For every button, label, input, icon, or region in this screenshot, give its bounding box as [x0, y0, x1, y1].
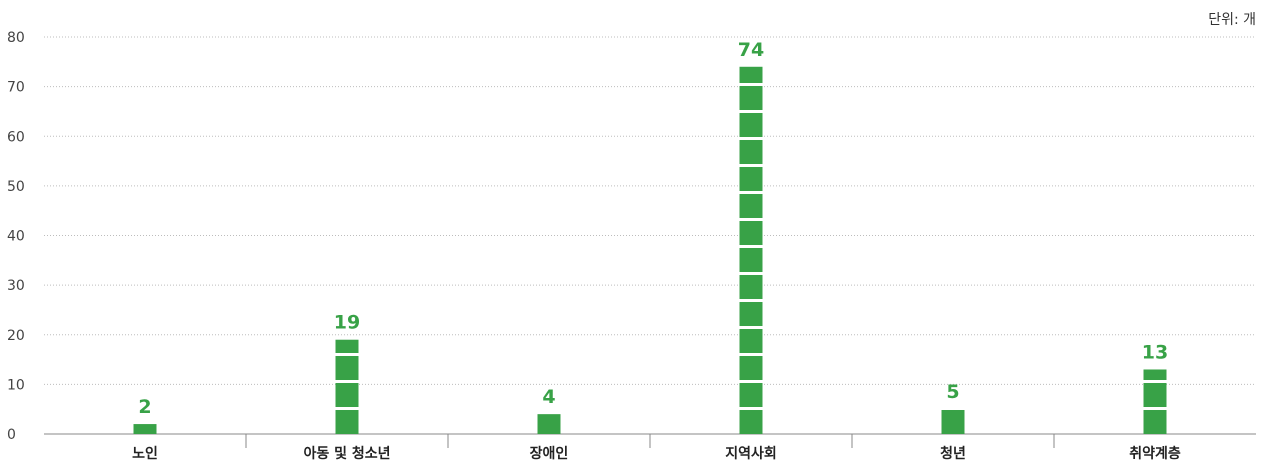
value-label-3: 4 [542, 386, 555, 408]
y-tick-label: 80 [7, 30, 25, 46]
bar-6 [1143, 369, 1167, 434]
bar-segment [537, 414, 561, 434]
bar-segment [1143, 369, 1167, 380]
bar-segment [739, 221, 763, 245]
x-axis [44, 433, 1256, 448]
y-tick-label: 20 [7, 328, 25, 344]
y-tick-label: 40 [7, 229, 25, 245]
bar-segment [1143, 410, 1167, 434]
bar-4 [739, 66, 763, 434]
bar-segment [941, 410, 965, 434]
y-tick-label: 10 [7, 377, 25, 393]
value-label-5: 5 [946, 381, 959, 403]
bar-segment [739, 383, 763, 407]
bar-segment [739, 302, 763, 326]
bar-5 [941, 410, 965, 434]
y-tick-label: 50 [7, 179, 25, 195]
category-label-1: 노인 [132, 445, 158, 462]
bar-segment [739, 194, 763, 218]
bar-segment [739, 66, 763, 83]
gridlines [44, 36, 1256, 385]
bar-3 [537, 414, 561, 434]
category-label-2: 아동 및 청소년 [303, 445, 390, 462]
category-label-4: 지역사회 [725, 445, 777, 462]
value-label-1: 2 [138, 396, 151, 418]
y-tick-label: 60 [7, 129, 25, 145]
value-label-6: 13 [1142, 341, 1168, 363]
y-tick-label: 30 [7, 278, 25, 294]
bar-segment [1143, 383, 1167, 407]
bar-segment [739, 248, 763, 272]
bar-segment [739, 167, 763, 191]
bar-segment [739, 410, 763, 434]
category-label-5: 청년 [940, 446, 966, 462]
bar-segment [739, 113, 763, 137]
category-label-3: 장애인 [530, 445, 569, 462]
unit-label: 단위: 개 [1208, 12, 1256, 28]
bar-segment [335, 356, 359, 380]
bars [133, 66, 1167, 434]
bar-segment [739, 356, 763, 380]
bar-2 [335, 339, 359, 434]
bar-segment [335, 410, 359, 434]
y-axis-ticks: 0 10 20 30 40 50 60 70 80 [7, 30, 25, 443]
bar-segment [335, 383, 359, 407]
value-label-4: 74 [738, 39, 764, 61]
y-tick-label: 0 [7, 427, 16, 443]
value-label-2: 19 [334, 312, 360, 334]
bar-segment [739, 329, 763, 353]
bar-segment [739, 140, 763, 164]
value-labels: 2 19 4 74 5 13 [138, 39, 1168, 418]
category-labels: 노인 아동 및 청소년 장애인 지역사회 청년 취약계층 [132, 445, 1181, 462]
bar-segment [335, 339, 359, 353]
bar-1 [133, 424, 157, 434]
bar-segment [739, 275, 763, 299]
bar-segment [133, 424, 157, 434]
bar-segment [739, 86, 763, 110]
y-tick-label: 70 [7, 80, 25, 96]
category-label-6: 취약계층 [1129, 445, 1181, 462]
